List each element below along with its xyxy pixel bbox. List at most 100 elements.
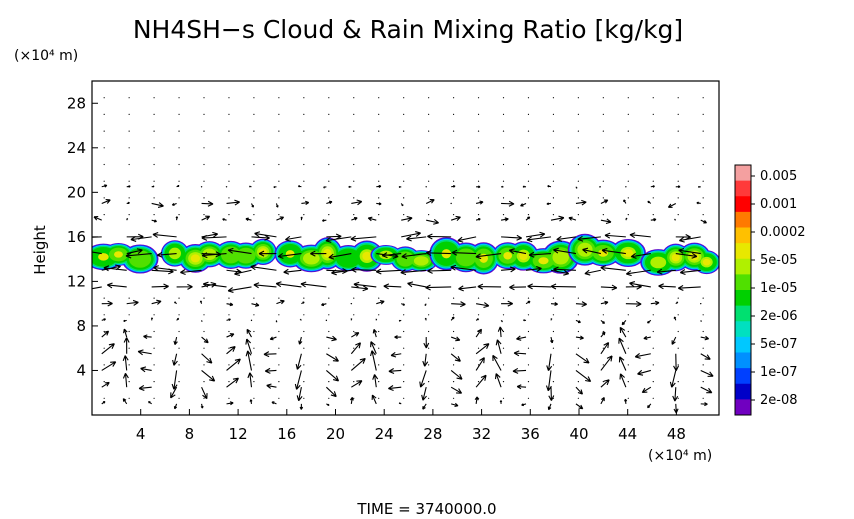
grid-dot	[328, 347, 330, 349]
grid-dot	[278, 330, 280, 333]
wind-vector	[516, 335, 527, 341]
wind-vector	[700, 320, 702, 322]
wind-vector	[575, 301, 587, 308]
wind-vector	[450, 353, 461, 362]
wind-vector	[381, 252, 402, 259]
wind-vectors	[92, 184, 714, 414]
wind-vector	[675, 185, 681, 189]
colorbar-swatch	[735, 336, 751, 353]
grid-dot	[153, 330, 155, 333]
wind-vector	[353, 281, 377, 288]
cloud-blob	[323, 248, 332, 258]
wind-vector	[500, 217, 509, 222]
grid-dot	[527, 180, 530, 182]
wind-vector	[123, 319, 127, 323]
wind-vector	[599, 185, 601, 188]
grid-dot	[577, 180, 579, 182]
wind-vector	[250, 319, 253, 322]
grid-dot	[228, 97, 230, 99]
grid-dot	[403, 163, 405, 166]
grid-dot	[228, 314, 230, 316]
grid-dot	[452, 347, 455, 349]
grid-dot	[702, 147, 704, 149]
wind-vector	[500, 319, 504, 323]
wind-vector	[130, 236, 152, 242]
wind-vector	[401, 253, 427, 260]
wind-vector	[525, 300, 531, 305]
grid-dot	[602, 147, 604, 149]
grid-dot	[353, 113, 355, 115]
grid-dot	[552, 163, 555, 166]
colorbar-swatch	[735, 180, 751, 197]
wind-vector	[400, 203, 404, 207]
grid-dot	[203, 130, 205, 132]
wind-vector	[656, 268, 676, 275]
grid-dot	[527, 330, 530, 333]
wind-vector	[458, 285, 477, 292]
grid-dot	[602, 214, 604, 216]
wind-vector	[151, 202, 164, 208]
grid-dot	[677, 130, 679, 132]
wind-vector	[528, 251, 552, 258]
grid-dot	[153, 314, 155, 316]
grid-dot	[652, 297, 654, 299]
grid-dot	[577, 113, 579, 115]
wind-vector	[138, 384, 152, 391]
grid-dot	[428, 330, 430, 333]
wind-vector	[499, 400, 503, 404]
x-tick-label: 48	[667, 425, 686, 443]
colorbar-label: 5e-05	[760, 253, 798, 268]
grid-dot	[303, 163, 305, 166]
wind-vector	[351, 216, 358, 221]
wind-vector	[525, 216, 531, 221]
grid-dot	[577, 214, 579, 216]
grid-dot	[502, 197, 505, 199]
grid-dot	[153, 97, 155, 99]
grid-dot	[502, 397, 505, 399]
grid-dot	[502, 330, 505, 333]
wind-vector	[492, 354, 502, 371]
grid-dot	[353, 397, 355, 399]
grid-dot	[378, 347, 380, 349]
grid-dot	[128, 147, 130, 149]
grid-dot	[353, 330, 355, 333]
wind-vector	[457, 236, 477, 243]
grid-dot	[527, 364, 530, 366]
wind-vector	[495, 339, 502, 354]
grid-dot	[577, 297, 579, 299]
grid-dot	[278, 147, 280, 149]
colorbar-label: 0.001	[760, 197, 797, 212]
wind-vector	[641, 386, 652, 394]
wind-vector	[294, 370, 302, 390]
wind-vector	[556, 235, 577, 242]
grid-dot	[278, 180, 280, 182]
grid-dot	[527, 197, 530, 199]
grid-dot	[203, 197, 205, 199]
grid-dot	[477, 180, 480, 182]
grid-dot	[203, 97, 205, 99]
wind-vector	[122, 355, 129, 371]
grid-dot	[303, 113, 305, 115]
wind-vector	[301, 301, 305, 305]
grid-dot	[403, 314, 405, 316]
wind-vector	[250, 203, 254, 208]
grid-dot	[253, 314, 255, 316]
wind-vector	[673, 353, 680, 372]
grid-dot	[403, 113, 405, 115]
colorbar-swatch	[735, 274, 751, 291]
grid-dot	[627, 147, 629, 149]
wind-vector	[450, 316, 455, 321]
wind-vector	[619, 373, 627, 388]
wind-vector	[700, 335, 710, 341]
grid-dot	[328, 97, 330, 99]
chart-title: NH4SH−s Cloud & Rain Mixing Ratio [kg/kg…	[133, 15, 683, 44]
grid-dot	[577, 314, 579, 316]
grid-dot	[702, 113, 704, 115]
grid-dot	[577, 381, 579, 383]
wind-vector	[398, 319, 402, 322]
grid-dot	[228, 214, 230, 216]
wind-vector	[273, 185, 277, 189]
cloud-blob	[503, 251, 513, 260]
wind-vector	[601, 247, 626, 255]
wind-vector	[371, 394, 377, 405]
